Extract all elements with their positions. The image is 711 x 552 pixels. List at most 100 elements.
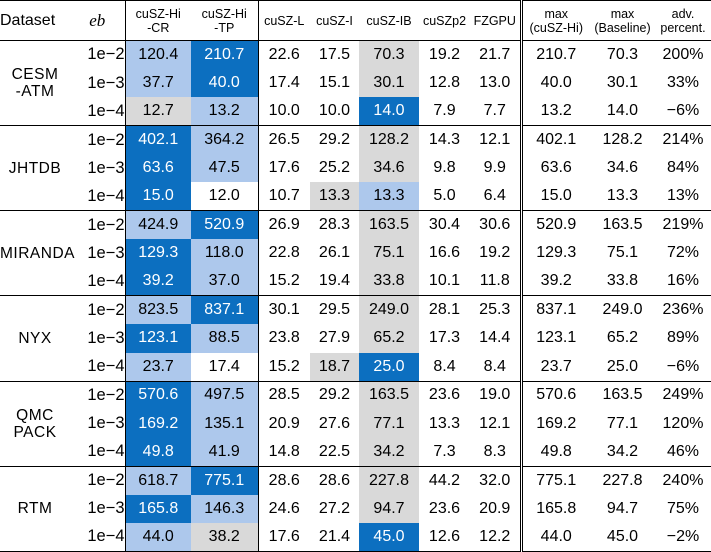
table-cell: 20.9 [257, 409, 310, 438]
table-cell: 17.6 [257, 154, 310, 183]
dataset-name-line: QMC [16, 406, 54, 424]
table-cell: 23.6 [428, 386, 461, 404]
table-cell: 40.0 [191, 68, 258, 98]
header-row: Dataset eb cuSZ-Hi -CR cuSZ-Hi -TP cuSZ-L cuSZ-… [0, 0, 711, 41]
error-bound: 1e−4 [70, 267, 125, 297]
table-cell: 39.2 [519, 267, 590, 297]
table-body: CESM -ATM 1e−2 120.4 210.7 22.6 17.5 70.3 19.2 21… [0, 40, 711, 552]
dataset-name: CESM -ATM [0, 40, 70, 127]
table-cell: 402.1 [519, 125, 590, 154]
dataset-name: QMC PACK [0, 381, 70, 467]
table-cell: 16% [655, 267, 711, 297]
table-cell: 26.1 [318, 244, 351, 262]
table-cell: 227.8 [602, 471, 643, 489]
table-cell: 13.3 [359, 182, 419, 212]
header-dataset: Dataset [0, 0, 70, 41]
table-cell: 520.9 [191, 210, 258, 240]
table-cell: 165.8 [124, 494, 191, 523]
table-cell: 570.6 [124, 381, 191, 410]
table-cell: 219% [662, 216, 704, 234]
table-cell: 14.0 [359, 97, 419, 127]
table-cell: 249.0 [602, 301, 643, 319]
table-cell: 44.2 [428, 471, 461, 489]
table-cell: 27.2 [318, 499, 351, 517]
header-label: cuSZp2 [422, 13, 467, 28]
table-cell: 30.6 [479, 216, 511, 234]
table-cell: 837.1 [191, 295, 258, 325]
table-cell: 28.1 [428, 301, 461, 319]
table-cell: 12.0 [191, 182, 258, 212]
table-cell: 65.2 [359, 324, 419, 353]
table-cell: 28.3 [318, 216, 351, 234]
table-cell: 13.3 [310, 182, 359, 212]
table-cell: 129.3 [519, 239, 590, 268]
header-col: cuSZ-I [310, 0, 359, 41]
table-cell: 8.4 [419, 352, 470, 382]
dataset-name: RTM [0, 466, 70, 552]
table-cell: 12.8 [428, 74, 461, 92]
table-cell: 118.0 [191, 239, 258, 268]
table-cell: 38.2 [191, 522, 258, 552]
table-cell: 7.7 [470, 97, 521, 127]
table-row: CESM -ATM 1e−2 120.4 210.7 22.6 17.5 70.3 19.2 21… [0, 40, 711, 127]
table-cell: 41.9 [191, 437, 258, 467]
table-cell: 40.0 [519, 68, 590, 98]
table-cell: 24.6 [257, 494, 310, 523]
table-cell: 29.2 [318, 386, 351, 404]
table-cell: 23.6 [428, 499, 461, 517]
header-col: max (Baseline) [590, 0, 655, 41]
table-cell: 19.2 [479, 244, 511, 262]
table-cell: 16.6 [428, 244, 461, 262]
header-label: max [544, 6, 569, 21]
error-bound: 1e−3 [87, 158, 125, 177]
table-cell: 128.2 [359, 125, 419, 154]
table-cell: 70.3 [359, 40, 419, 69]
table-cell: −6% [655, 97, 711, 127]
table-cell: 15.0 [124, 182, 191, 212]
header-label: cuSZ-Hi [135, 6, 181, 21]
dataset-name-line: PACK [13, 423, 57, 441]
table-row: NYX 1e−2 823.5 837.1 30.1 29.5 249.0 28.1 25.3 83… [0, 295, 711, 382]
table-cell: 12.7 [124, 97, 191, 127]
table-cell: 45.0 [359, 522, 419, 552]
table-cell: 249% [662, 386, 704, 404]
header-col: cuSZp2 [419, 0, 470, 41]
table-cell: 210.7 [519, 40, 590, 69]
table-cell: 123.1 [519, 324, 590, 353]
table-cell: 13.3 [428, 414, 461, 432]
table-cell: 210.7 [191, 40, 258, 69]
error-bound: 1e−2 [87, 45, 125, 64]
table-cell: 27.9 [318, 329, 351, 347]
dataset-name: JHTDB [0, 125, 70, 212]
table-cell: 169.2 [519, 409, 590, 438]
table-cell: 123.1 [124, 324, 191, 353]
header-col: cuSZ-Hi -TP [191, 0, 258, 41]
table-cell: 163.5 [602, 386, 643, 404]
table-cell: 10.1 [419, 267, 470, 297]
table-cell: 8.4 [470, 352, 521, 382]
dataset-name-line: MIRANDA [0, 244, 75, 262]
header-label: percent. [660, 20, 706, 35]
table-cell: 21.4 [310, 522, 359, 552]
table-cell: 63.6 [519, 154, 590, 183]
table-cell: 837.1 [519, 295, 590, 325]
table-cell: 25.0 [359, 352, 419, 382]
table-cell: 30.1 [359, 68, 419, 98]
table-row: 1e−4 39.2 37.0 15.2 19.4 33.8 10.1 11.8 39.2 33.8… [0, 267, 711, 297]
table-row: 1e−3 37.7 40.0 17.4 15.1 30.1 12.8 13.0 40.0 30.1… [0, 68, 711, 98]
header-label: cuSZ-L [264, 13, 305, 28]
table-cell: 9.9 [483, 159, 506, 177]
table-cell: 94.7 [359, 494, 419, 523]
table-cell: 34.2 [359, 437, 419, 467]
table-cell: 33% [666, 74, 700, 92]
table-cell: 46% [655, 437, 711, 467]
table-cell: 19.2 [428, 45, 461, 63]
table-cell: 77.1 [359, 409, 419, 438]
table-cell: 65.2 [606, 329, 639, 347]
table-cell: 22.8 [257, 239, 310, 268]
table-cell: 25.2 [318, 159, 351, 177]
table-cell: 19.0 [479, 386, 511, 404]
table-cell: 14.8 [257, 437, 310, 467]
table-cell: 165.8 [519, 494, 590, 523]
